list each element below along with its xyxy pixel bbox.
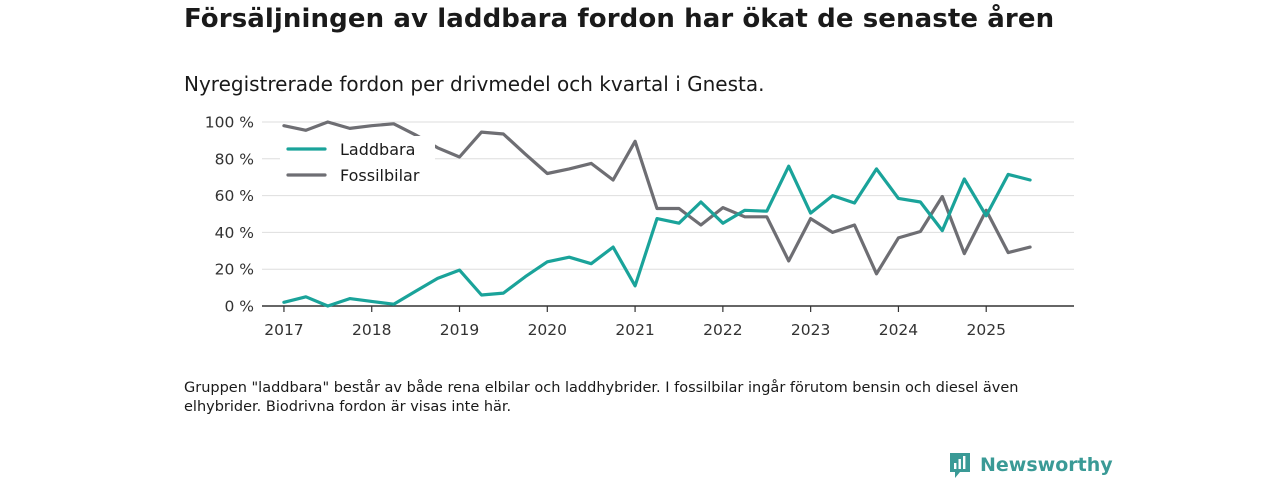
chart-title: Försäljningen av laddbara fordon har öka… [184, 4, 1055, 34]
chart-subtitle: Nyregistrerade fordon per drivmedel och … [184, 72, 765, 96]
y-tick-label: 60 % [215, 187, 254, 205]
series-lines [282, 120, 1032, 308]
x-tick-label: 2025 [966, 321, 1005, 339]
x-tick-label: 2017 [264, 321, 303, 339]
series-line-fossilbilar [282, 120, 1032, 276]
brand-name: Newsworthy [980, 454, 1113, 476]
x-tick-label: 2019 [440, 321, 479, 339]
brand-logo: Newsworthy [948, 451, 1113, 479]
legend-label-laddbara: Laddbara [340, 140, 415, 159]
y-tick-label: 40 % [215, 224, 254, 242]
x-tick-label: 2020 [528, 321, 567, 339]
y-tick-label: 20 % [215, 261, 254, 279]
x-tick-label: 2018 [352, 321, 391, 339]
x-tick-label: 2023 [791, 321, 830, 339]
chart-footnote: Gruppen "laddbara" består av både rena e… [184, 380, 1019, 415]
x-tick-label: 2021 [615, 321, 654, 339]
legend-label-fossilbilar: Fossilbilar [340, 166, 420, 185]
axes: 0 % 20 % 40 % 60 % 80 % 100 % 2017 2018 2019 2020… [205, 114, 1074, 339]
series-line-laddbara [282, 164, 1032, 308]
y-tick-label: 80 % [215, 150, 254, 168]
legend-background [280, 136, 435, 192]
newsworthy-logo-icon [950, 453, 970, 478]
y-tick-label: 0 % [224, 298, 254, 316]
x-tick-label: 2022 [703, 321, 742, 339]
y-tick-label: 100 % [205, 114, 254, 132]
x-tick-label: 2024 [879, 321, 918, 339]
legend: Laddbara Fossilbilar [280, 136, 435, 192]
